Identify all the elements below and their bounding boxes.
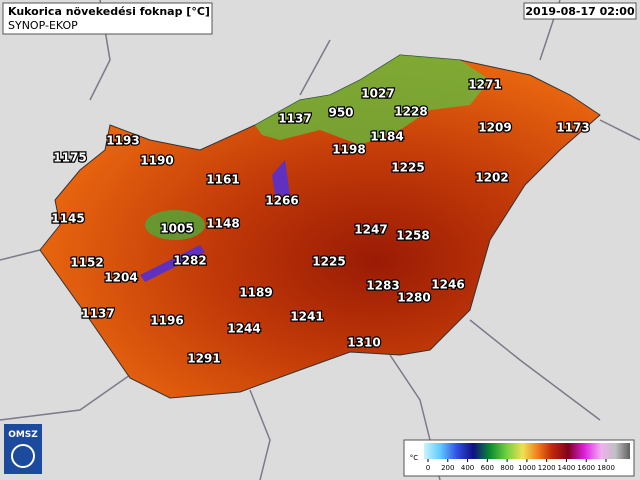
timestamp-box	[523, 2, 637, 20]
station-value: 1202	[475, 171, 508, 185]
lake	[140, 245, 205, 282]
tick-label: 1200	[538, 464, 556, 472]
station-value: 1225	[312, 255, 345, 269]
station-value: 1291	[187, 352, 220, 366]
station-value: 1271	[468, 78, 501, 92]
station-value: 1137	[81, 307, 114, 321]
tick-label: 800	[500, 464, 513, 472]
tick-label: 1600	[577, 464, 595, 472]
station-value: 1282	[173, 254, 206, 268]
station-value: 1145	[51, 212, 84, 226]
station-value: 1209	[478, 121, 511, 135]
station-value: 1005	[160, 222, 193, 236]
title: Kukorica növekedési foknap [°C]	[8, 5, 210, 18]
subtitle: SYNOP-EKOP	[8, 19, 78, 32]
station-value: 1137	[278, 112, 311, 126]
tick-label: 1400	[558, 464, 576, 472]
station-value: 1173	[556, 121, 589, 135]
station-value: 1148	[206, 217, 239, 231]
station-value: 1283	[366, 279, 399, 293]
station-value: 1184	[370, 130, 403, 144]
logo	[4, 424, 42, 474]
header-box	[2, 2, 213, 35]
station-value: 1280	[397, 291, 430, 305]
station-value: 1161	[206, 173, 239, 187]
tick-label: 200	[441, 464, 454, 472]
station-value: 1198	[332, 143, 365, 157]
station-value: 1196	[150, 314, 183, 328]
station-value: 1189	[239, 286, 272, 300]
station-value: 1027	[361, 87, 394, 101]
station-value: 1175	[53, 151, 86, 165]
station-value: 1152	[70, 256, 103, 270]
station-value: 1310	[347, 336, 380, 350]
highland	[255, 55, 490, 145]
station-value: 1241	[290, 310, 323, 324]
tick-label: 600	[481, 464, 494, 472]
legend-ticks: 0 200 400 600 800 1000 1200 1400 1600 1800	[426, 459, 615, 472]
station-value: 1247	[354, 223, 387, 237]
tick-label: 0	[426, 464, 430, 472]
station-labels: 1193 1175 1190 1161 1145 1005 1148 1266 11521204…	[50, 76, 591, 367]
tick-label: 1800	[597, 464, 615, 472]
highland	[145, 210, 205, 240]
colorbar	[424, 443, 630, 459]
station-value: 1246	[431, 278, 464, 292]
station-value: 1244	[227, 322, 260, 336]
river	[272, 160, 290, 195]
station-value: 1266	[265, 194, 298, 208]
station-value: 950	[328, 106, 353, 120]
logo-emblem	[11, 444, 35, 468]
station-value: 1190	[140, 154, 173, 168]
station-value: 1258	[396, 229, 429, 243]
station-value: 1225	[391, 161, 424, 175]
station-value: 1204	[104, 271, 137, 285]
logo-text: OMSZ	[8, 430, 38, 440]
tick-label: 1000	[518, 464, 536, 472]
tick-label: 400	[461, 464, 474, 472]
station-value: 1228	[394, 105, 427, 119]
legend-unit: °C	[410, 454, 419, 462]
timestamp: 2019-08-17 02:00	[525, 5, 635, 18]
station-value: 1193	[106, 134, 139, 148]
